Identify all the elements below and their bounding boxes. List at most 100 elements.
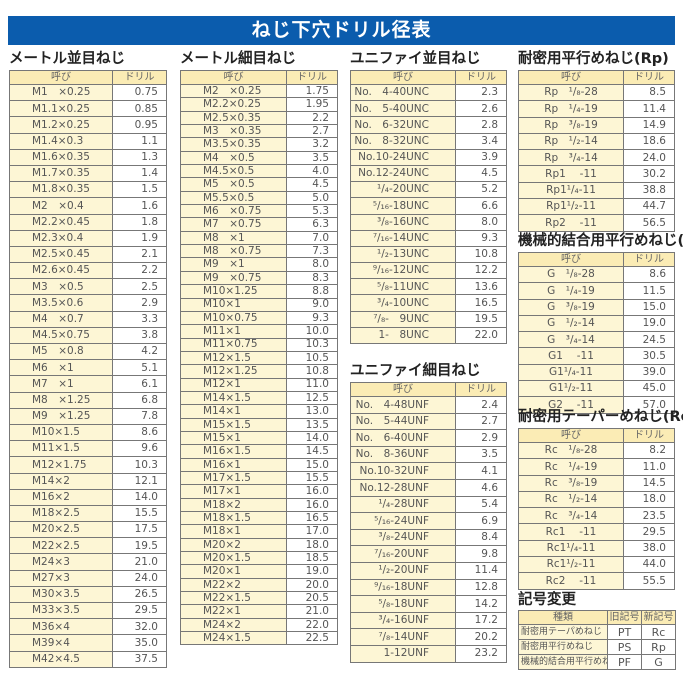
table-row: M16×2 14.0 [9, 488, 167, 506]
thread-size: M6 ×1 [9, 359, 113, 377]
table-unc: 呼び ドリル No. 4-40UNC 2.3 No. 5-40UNC 2.6 No. 6-3… [350, 70, 507, 345]
thread-size: M7 ×1 [9, 375, 113, 393]
table-row: Rp1¹/₂-11 44.7 [518, 198, 675, 216]
thread-size: M14×2 [9, 472, 113, 490]
drill-diameter: 0.75 [112, 83, 167, 102]
drill-diameter: 26.5 [112, 585, 167, 604]
thread-size: M2.3×0.4 [9, 229, 113, 247]
header-drill: ドリル [623, 70, 675, 85]
table-header-row: 呼び ドリル [350, 382, 507, 397]
drill-diameter: 10.8 [455, 245, 507, 264]
drill-diameter: 56.5 [623, 214, 675, 232]
drill-diameter: 14.0 [286, 430, 338, 446]
drill-diameter: 4.0 [286, 164, 338, 179]
drill-diameter: 7.3 [286, 244, 338, 259]
section-title-unf: ユニファイ細目ねじ [350, 363, 481, 379]
drill-diameter: 23.5 [623, 507, 675, 525]
table-row: Rp2 -11 56.5 [518, 214, 675, 232]
thread-size: No.10-32UNF [350, 462, 456, 480]
table-row: Rc ¹/₂-14 18.0 [518, 490, 675, 509]
table-row: M14×1 13.0 [180, 404, 338, 419]
thread-type: 機械的結合用平行めねじ [518, 654, 608, 670]
table-row: M5 ×0.5 4.5 [180, 177, 338, 192]
table-row: M9 ×1.25 7.8 [9, 407, 167, 425]
table-header-row: 呼び ドリル [518, 252, 675, 267]
table-row: M3.5×0.35 3.2 [180, 137, 338, 152]
thread-size: M2.5×0.35 [180, 110, 287, 126]
thread-size: M22×2.5 [9, 537, 113, 555]
header-name: 呼び [350, 70, 456, 85]
table-row: M22×2.5 19.5 [9, 537, 167, 555]
table-row: Rp ¹/₄-19 11.4 [518, 100, 675, 118]
table-row: Rp ¹/₈-28 8.5 [518, 83, 675, 102]
drill-diameter: 32.0 [112, 618, 167, 636]
table-row: M1.7×0.35 1.4 [9, 164, 167, 183]
drill-diameter: 6.1 [112, 375, 167, 393]
thread-size: No.12-24UNC [350, 164, 456, 183]
table-row: Rp ¹/₂-14 18.6 [518, 132, 675, 151]
table-row: Rp1 -11 30.2 [518, 165, 675, 183]
header-drill: ドリル [286, 70, 338, 85]
drill-diameter: 16.5 [286, 510, 338, 526]
drill-diameter: 3.2 [286, 137, 338, 152]
drill-diameter: 57.0 [623, 396, 675, 414]
drill-diameter: 7.8 [112, 407, 167, 425]
drill-diameter: 1.75 [286, 83, 338, 99]
thread-size: M9 ×1.25 [9, 407, 113, 425]
table-header-row: 種類 旧記号 新記号 [518, 610, 676, 625]
drill-diameter: 14.5 [623, 474, 675, 492]
table-row: No.12-24UNC 4.5 [350, 164, 507, 183]
table-row: G1¹/₂-11 45.0 [518, 380, 675, 398]
table-row: M17×1 16.0 [180, 484, 338, 499]
thread-size: ¹/₄-28UNF [350, 495, 456, 514]
drill-diameter: 5.0 [286, 190, 338, 206]
drill-diameter: 1.3 [112, 148, 167, 166]
drill-diameter: 22.5 [286, 631, 338, 646]
thread-size: ⁷/₁₆-14UNC [350, 229, 456, 247]
thread-size: Rc ³/₈-19 [518, 474, 624, 492]
thread-size: ³/₈-24UNF [350, 528, 456, 547]
table-row: G1 -11 30.5 [518, 347, 675, 365]
table-rp: 呼び ドリル Rp ¹/₈-28 8.5 Rp ¹/₄-19 11.4 Rp ³/₈-19 1… [518, 70, 675, 232]
header-name: 呼び [9, 70, 113, 85]
table-row: ³/₄-10UNC 16.5 [350, 294, 507, 312]
table-row: M18×1.5 16.5 [180, 510, 338, 526]
table-header-row: 呼び ドリル [180, 70, 338, 85]
drill-diameter: 2.4 [455, 396, 507, 414]
thread-size: M20×2 [180, 537, 287, 553]
drill-diameter: 8.0 [286, 257, 338, 272]
table-row: ⁵/₈-18UNF 14.2 [350, 595, 507, 613]
table-row: M22×1 21.0 [180, 604, 338, 619]
section-title-unc: ユニファイ並目ねじ [350, 51, 481, 67]
table-row: M2.6×0.45 2.2 [9, 262, 167, 280]
table-row: M15×1 14.0 [180, 430, 338, 446]
header-cell: 新記号 [641, 610, 676, 625]
thread-size: Rc2 -11 [518, 572, 624, 590]
thread-size: No. 4-48UNF [350, 396, 456, 414]
drill-diameter: 15.0 [623, 298, 675, 316]
table-row: No. 4-48UNF 2.4 [350, 396, 507, 414]
thread-size: M12×1 [180, 377, 287, 392]
thread-size: Rp ¹/₄-19 [518, 100, 624, 118]
drill-diameter: 0.95 [112, 116, 167, 134]
thread-size: 1-12UNF [350, 644, 456, 663]
drill-diameter: 14.2 [455, 595, 507, 613]
drill-diameter: 6.6 [455, 197, 507, 215]
table-row: ⁹/₁₆-18UNF 12.8 [350, 578, 507, 597]
header-name: 呼び [350, 382, 456, 397]
section-title-g: 機械的結合用平行めねじ(G) [518, 233, 683, 249]
table-row: Rp1¹/₄-11 38.8 [518, 181, 675, 200]
table-row: M20×2.5 17.5 [9, 521, 167, 539]
drill-diameter: 8.3 [286, 270, 338, 286]
drill-diameter: 5.4 [455, 495, 507, 514]
drill-diameter: 1.1 [112, 132, 167, 150]
thread-size: M22×1.5 [180, 591, 287, 606]
table-row: M1 ×0.25 0.75 [9, 83, 167, 102]
table-row: M4.5×0.75 3.8 [9, 326, 167, 345]
thread-size: M5 ×0.8 [9, 342, 113, 361]
drill-diameter: 11.0 [623, 458, 675, 476]
thread-size: Rp1¹/₄-11 [518, 181, 624, 200]
table-row: ¹/₂-13UNC 10.8 [350, 245, 507, 264]
drill-diameter: 6.8 [112, 391, 167, 409]
table-row: M1.1×0.25 0.85 [9, 100, 167, 118]
